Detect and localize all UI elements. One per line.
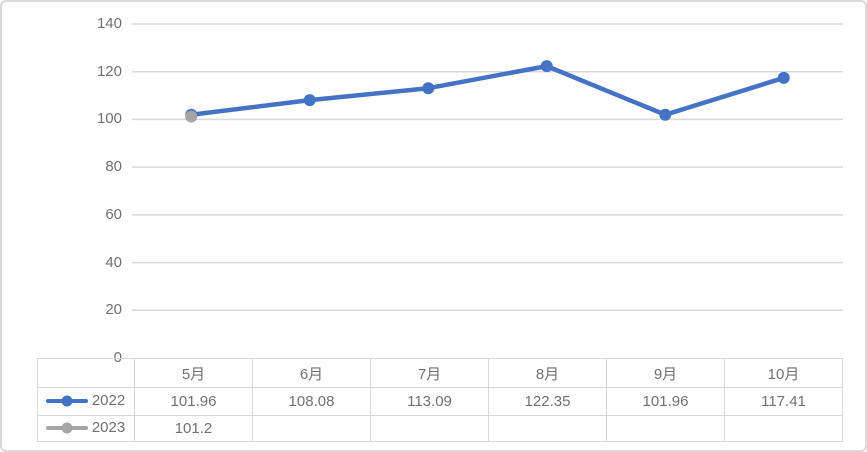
value-cell [252, 415, 371, 442]
chart-plot-area [132, 23, 843, 312]
month-header-cell: 10月 [724, 358, 843, 388]
y-axis-tick-label: 100 [96, 110, 122, 127]
value-cell: 122.35 [488, 387, 607, 416]
month-header-cell: 5月 [134, 358, 253, 388]
series-2022-marker [777, 71, 790, 84]
data-table: 5月 6月 7月 8月 9月 10月 2022 101.96 [37, 358, 843, 442]
table-row-2022: 2022 101.96 108.08 113.09 122.35 101.96 … [37, 387, 843, 416]
value-cell: 108.08 [252, 387, 371, 416]
y-axis-tick-label: 140 [96, 15, 122, 32]
value-cell: 101.96 [134, 387, 253, 416]
value-cell [370, 415, 489, 442]
month-header-cell: 6月 [252, 358, 371, 388]
value-cell [724, 415, 843, 442]
series-2023-legend-marker-icon [44, 422, 90, 434]
legend-cell-2023: 2023 [37, 415, 135, 442]
series-2023-label: 2023 [91, 419, 126, 437]
series-2022-legend-marker-icon [44, 395, 90, 407]
value-cell: 113.09 [370, 387, 489, 416]
value-cell: 117.41 [724, 387, 843, 416]
table-header-row: 5月 6月 7月 8月 9月 10月 [37, 358, 843, 388]
y-axis-tick-label: 80 [105, 158, 122, 175]
series-2022-line [189, 63, 786, 118]
y-axis-tick-label: 40 [105, 254, 122, 271]
series-2022-label: 2022 [91, 392, 126, 410]
month-header-cell: 9月 [606, 358, 725, 388]
value-cell [606, 415, 725, 442]
legend-cell-2022: 2022 [37, 387, 135, 416]
legend-header-cell [37, 358, 135, 388]
y-axis-tick-label: 60 [105, 206, 122, 223]
y-axis-tick-label: 20 [105, 301, 122, 318]
y-axis-tick-label: 120 [96, 63, 122, 80]
series-2022-marker [659, 108, 672, 121]
series-2022-marker [540, 60, 553, 73]
month-header-cell: 8月 [488, 358, 607, 388]
series-2022-marker [303, 94, 316, 107]
y-axis-tick-label: 0 [113, 349, 122, 366]
series-2022-marker [422, 82, 435, 95]
month-header-cell: 7月 [370, 358, 489, 388]
value-cell [488, 415, 607, 442]
value-cell: 101.96 [606, 387, 725, 416]
series-2023-marker [185, 110, 198, 123]
table-row-2023: 2023 101.2 [37, 415, 843, 442]
value-cell: 101.2 [134, 415, 253, 442]
